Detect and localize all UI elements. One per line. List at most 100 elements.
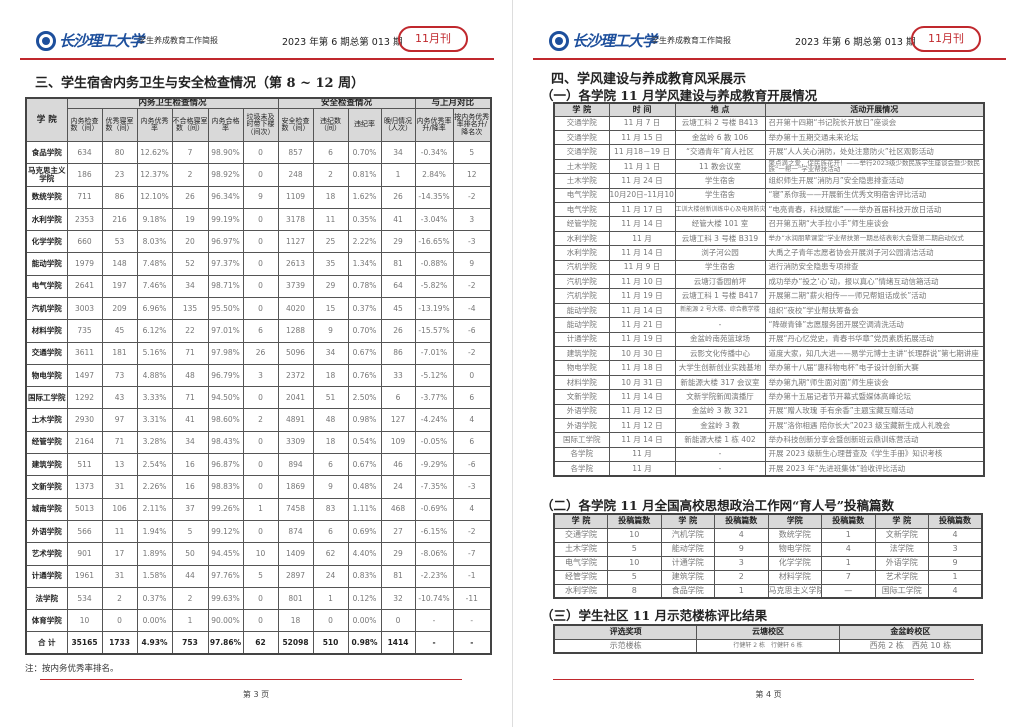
table-row: 计通学院 11 月 19 日金盆岭南苑篮球场 开展“丹心忆党史，青春书华章”党员素质… (553, 331, 985, 347)
table-cell: 4891 (277, 408, 314, 432)
table-cell: - (674, 317, 766, 333)
table-cell: 1127 (277, 230, 314, 254)
table-cell: 开展 2023 年“先进班集体”验收评比活动 (764, 461, 985, 477)
table-cell: 2.11% (136, 497, 173, 521)
table-cell: - (674, 446, 766, 463)
table-cell: 学生宿舍 (674, 259, 766, 276)
table-cell: 2613 (277, 252, 314, 276)
table-cell: 0.67% (347, 341, 382, 365)
table-cell: 634 (66, 140, 103, 165)
table-cell: 44 (171, 564, 209, 588)
table-cell: - (452, 609, 492, 633)
table-cell: 35 (312, 252, 349, 276)
table-cell: 4.88% (136, 363, 173, 388)
table-cell: 71 (101, 430, 138, 455)
table-cell: 经管学院 (553, 216, 610, 232)
college-name: 材料学院 (25, 319, 68, 343)
table-cell: 6 (380, 386, 416, 410)
table-cell: -5.82% (414, 274, 454, 299)
page-number: 第 3 页 (242, 690, 270, 699)
table-cell: 召开第五期“大手拉小手”师生座谈会 (764, 216, 985, 232)
table-cell: 12.10% (136, 185, 173, 209)
college-name: 体育学院 (25, 609, 68, 633)
table-cell: 开展 2023 级新生心理普查及《学生手册》知识考核 (764, 446, 985, 463)
table-cell: 2.84% (414, 163, 454, 187)
table-cell: 法学院 (874, 541, 929, 557)
table-cell: 开展“人人关心消防，处处注意防火”社区观影活动 (764, 144, 985, 160)
table-cell: 新能源 2 号大楼、综合教学楼 (674, 302, 766, 319)
table-cell: 能动学院 (553, 317, 610, 333)
table-cell: 水利学院 (553, 245, 610, 261)
table-cell: 9 (452, 252, 492, 276)
table-cell: 0 (242, 453, 279, 477)
table-cell: 2 (171, 163, 209, 187)
table-cell: 109 (380, 430, 416, 455)
table-cell: 80 (101, 140, 138, 165)
column-header: 内务检查数（间） (66, 107, 103, 142)
table-cell: 6 (312, 453, 349, 477)
table-cell: 9 (312, 475, 349, 499)
table-cell: 10 (66, 609, 103, 633)
table-cell: 国际工学院 (874, 583, 929, 599)
table-cell: 1 (821, 555, 876, 571)
table-cell: 0 (242, 386, 279, 410)
table-row: 各学院 11 月 - 开展 2023 年“先进班集体”验收评比活动 (553, 461, 985, 477)
table-cell: 186 (66, 163, 103, 187)
table-cell: 1 (312, 586, 349, 611)
table-cell: 大禹之子青年志愿者协会开展浏子河公园清洁活动 (764, 245, 985, 261)
table-row: 食品学院 634 80 12.62% 7 98.90% 0 857 6 0.70% 34 -0.34%… (25, 140, 492, 165)
table-cell: 97.37% (207, 252, 244, 276)
table-cell: -8.06% (414, 542, 454, 566)
total-cell: 62 (242, 631, 279, 655)
table-cell: 10 (242, 542, 279, 566)
group-header: 安全检查情况 (277, 97, 416, 109)
college-name: 汽机学院 (25, 296, 68, 321)
total-cell: 753 (171, 631, 209, 655)
table-cell: 98.71% (207, 274, 244, 299)
table-cell: 18 (312, 363, 349, 388)
table-cell: 数统学院 (767, 527, 822, 543)
table-row: 水利学院 11 月云塘工科 3 号楼 B319 举办“水润朋辈课堂”学业帮扶第一期总… (553, 230, 985, 247)
table-cell: 化学学院 (767, 555, 822, 571)
table-cell: 计通学院 (553, 331, 610, 347)
brief-title: 学生养成教育工作简报 (138, 36, 218, 45)
table-cell: 9 (714, 541, 769, 557)
subsection-title-2: （二）各学院 11 月全国高校思想政治工作网“育人号”投稿篇数 (541, 498, 894, 513)
table-cell: 2930 (66, 408, 103, 432)
table-cell: 1 (928, 569, 983, 585)
table-cell: 开展“赠人玫瑰 手有余香”主题宝藏互赠活动 (764, 403, 985, 419)
table-cell: 31 (101, 564, 138, 588)
table-row: 交通学院 11 月 15 日金盆岭 6 教 106 举办第十五期交通未来论坛 (553, 129, 985, 146)
column-header: 违纪数（间） (312, 107, 349, 142)
table-cell: 98.43% (207, 430, 244, 455)
total-cell: 510 (312, 631, 349, 655)
table-cell: 3.33% (136, 386, 173, 410)
table-cell: 97.76% (207, 564, 244, 588)
table-cell: 11 月 15 日 (608, 129, 676, 146)
table-row: 汽机学院 11 月 10 日云塘汀香园前坪 成功举办“投之‘心’动，报以真心”情绪互… (553, 274, 985, 290)
table-cell: 2641 (66, 274, 103, 299)
table-cell: 0.69% (347, 519, 382, 544)
table-cell: 10月20日–11月10日 (608, 187, 676, 204)
table-cell: 17 (101, 542, 138, 566)
table-cell: 29 (380, 230, 416, 254)
table-cell: 94.50% (207, 386, 244, 410)
table-row: 经管学院 5 建筑学院 2 材料学院 7 艺术学院 1 (553, 569, 983, 585)
college-name: 食品学院 (25, 140, 68, 165)
table-cell: 大学生创新创业实践基地 (674, 360, 766, 376)
table-cell: 1961 (66, 564, 103, 588)
table-row: 物电学院 11 月 18 日大学生创新创业实践基地 举办第十八届“惠科物电杯”电子设… (553, 360, 985, 376)
table-cell: “交通青年”育人社区 (674, 144, 766, 160)
table-cell: 1292 (66, 386, 103, 410)
table-cell: 汽机学院 (660, 527, 715, 543)
college-name: 外语学院 (25, 519, 68, 544)
column-header-college: 学 院 (25, 97, 68, 142)
table-cell: 浏子河公园 (674, 245, 766, 261)
table-cell: 1497 (66, 363, 103, 388)
table-cell: 148 (101, 252, 138, 276)
subsection-title-3: （三）学生社区 11 月示范楼栋评比结果 (541, 608, 768, 623)
table-row: 材料学院 10 月 31 日新能源大楼 317 会议室 举办第九期“师生面对面”师生… (553, 374, 985, 391)
table-cell: 18 (312, 185, 349, 209)
page-header: 长沙理工大学 学生养成教育工作简报 2023 年第 6 期总第 013 期 11… (533, 26, 1006, 60)
table-cell: 土木学院 (553, 158, 610, 175)
